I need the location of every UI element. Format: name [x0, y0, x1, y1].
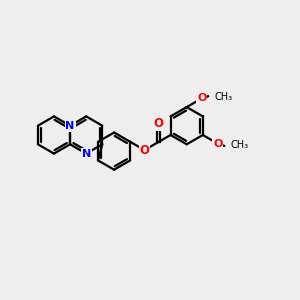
Text: O: O: [213, 139, 223, 149]
Text: CH₃: CH₃: [214, 92, 233, 102]
Text: CH₃: CH₃: [231, 140, 249, 150]
Text: O: O: [197, 93, 206, 103]
Text: O: O: [154, 117, 164, 130]
Text: N: N: [65, 121, 75, 131]
Text: N: N: [82, 148, 91, 159]
Text: O: O: [140, 144, 149, 157]
